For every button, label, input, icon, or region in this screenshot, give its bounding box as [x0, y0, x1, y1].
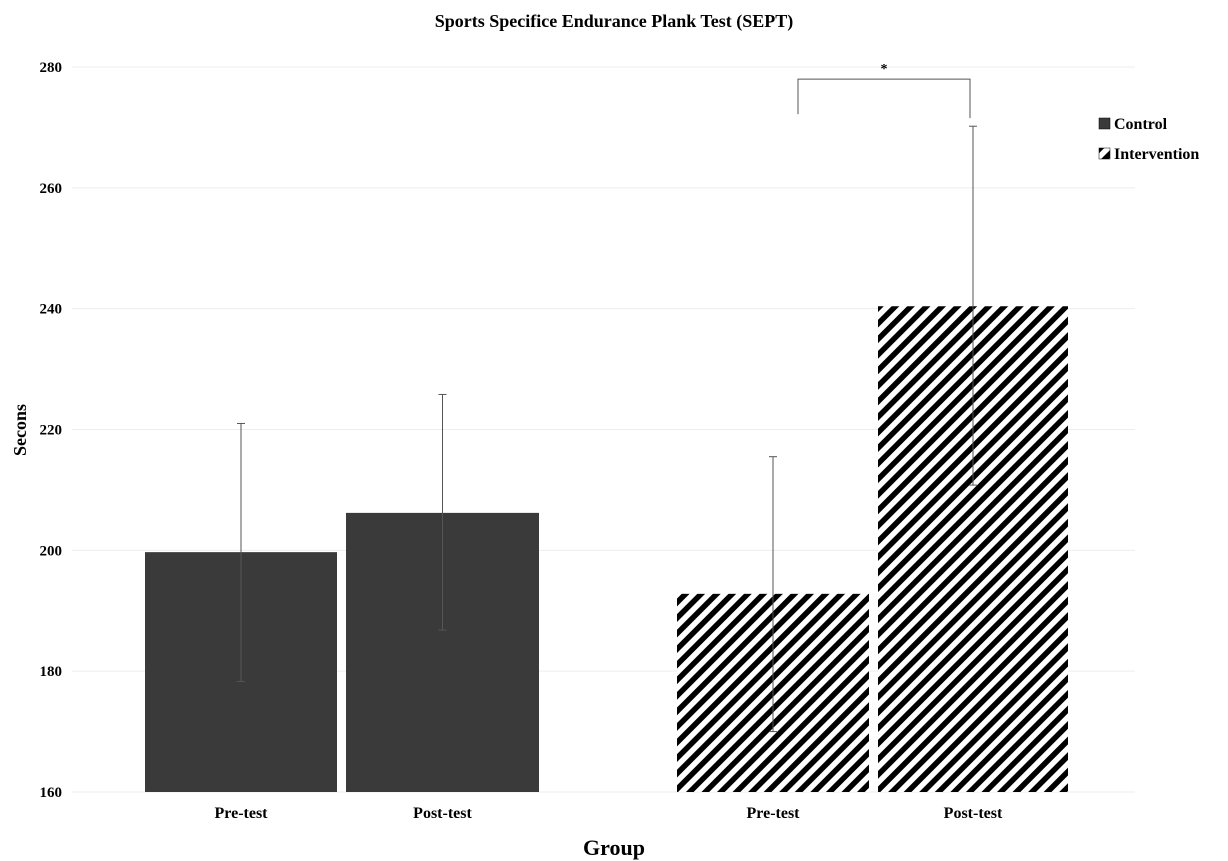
legend-label-intervention: Intervention [1114, 146, 1199, 163]
category-labels: Pre-test Post-test Pre-test Post-test [215, 805, 1003, 822]
y-tick-label: 280 [40, 60, 63, 76]
y-axis-label: Secons [10, 404, 30, 456]
legend: Control Intervention [1098, 116, 1199, 163]
y-tick-label: 240 [40, 302, 63, 318]
y-tick-label: 260 [40, 181, 63, 197]
chart-title: Sports Specifice Endurance Plank Test (S… [435, 11, 794, 32]
bars [145, 306, 1068, 792]
legend-swatch-intervention [1098, 147, 1111, 160]
significance-marker: * [881, 62, 888, 77]
y-axis-ticks: 160 180 200 220 240 260 280 [40, 60, 63, 801]
y-tick-label: 180 [40, 664, 63, 680]
y-tick-label: 200 [40, 543, 63, 559]
legend-label-control: Control [1114, 116, 1168, 133]
category-label: Pre-test [747, 805, 801, 822]
legend-swatch-control [1098, 117, 1111, 130]
y-tick-label: 220 [40, 423, 63, 439]
error-bars [237, 125, 977, 733]
x-axis-label: Group [583, 835, 645, 860]
category-label: Pre-test [215, 805, 269, 822]
y-tick-label: 160 [40, 785, 63, 801]
significance-bracket [797, 78, 971, 119]
significance-annotations: * [797, 62, 971, 119]
category-label: Post-test [944, 805, 1003, 822]
category-label: Post-test [413, 805, 472, 822]
